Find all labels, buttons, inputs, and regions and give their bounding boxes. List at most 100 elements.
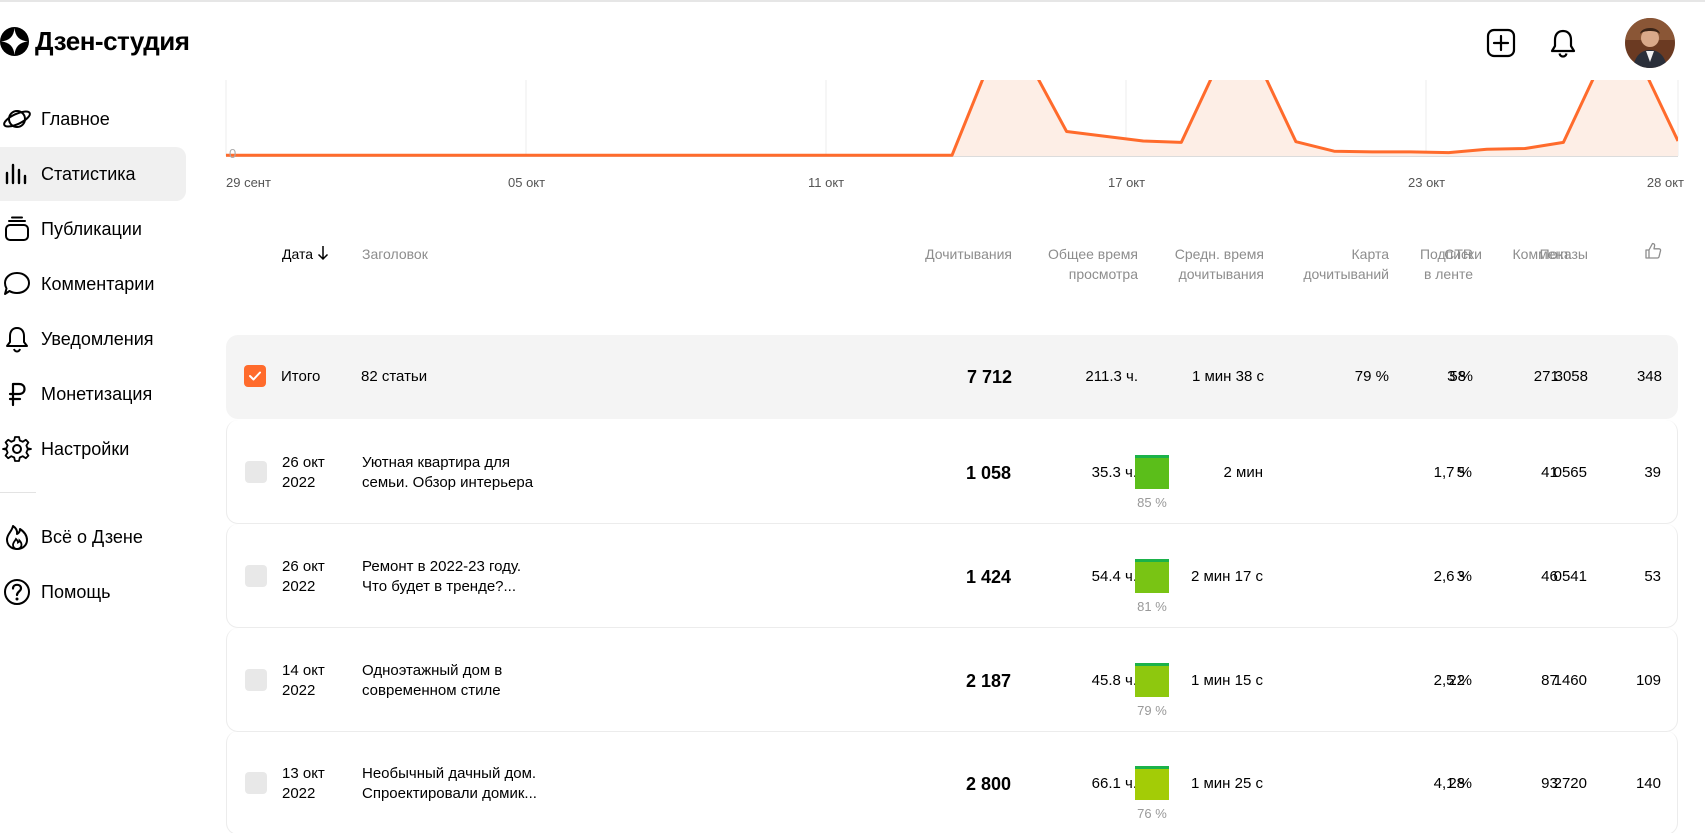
row-date: 13 окт 2022 [282, 765, 325, 802]
total-readmap: 79 % [1354, 368, 1389, 385]
top-border [0, 0, 1705, 2]
column-comments-header[interactable]: Коммент. [1512, 246, 1572, 262]
app-name: Дзен-студия [35, 25, 190, 56]
bell-icon [2, 324, 32, 354]
column-likes-header[interactable] [1644, 242, 1662, 265]
table-row[interactable]: 26 окт 2022 Ремонт в 2022-23 году. Что буде… [226, 524, 1678, 628]
column-subs-header[interactable]: Подписки [1419, 246, 1482, 262]
sidebar-item-comments[interactable]: Комментарии [0, 257, 186, 311]
total-title: 82 статьи [361, 368, 428, 385]
row-views: 41 565 [1541, 464, 1587, 481]
row-total-time: 54.4 ч. [1091, 568, 1137, 585]
readmap-fill [1135, 455, 1169, 489]
table-row[interactable]: 26 окт 2022 Уютная квартира для семьи. Обзо… [226, 420, 1678, 524]
row-ctr: 4,1 % [1433, 775, 1472, 792]
row-title-link[interactable]: Уютная квартира для семьи. Обзор интерьер… [362, 454, 534, 491]
row-subs: 5 [1456, 464, 1465, 481]
row-ctr: 2,5 % [1433, 672, 1472, 689]
sidebar-item-about-zen[interactable]: Всё о Дзене [0, 510, 186, 564]
sidebar-item-label: Всё о Дзене [41, 526, 143, 547]
total-avg-time: 1 мин 38 с [1191, 368, 1264, 385]
table-row[interactable]: 14 окт 2022 Одноэтажный дом в современном с… [226, 628, 1678, 732]
row-checkbox[interactable] [245, 565, 267, 587]
sidebar-item-label: Публикации [41, 218, 142, 239]
row-readmap[interactable]: 85 % [1135, 455, 1169, 510]
column-reads-header[interactable]: Дочитывания [925, 246, 1012, 262]
sidebar-divider [0, 492, 36, 493]
total-time: 211.3 ч. [1085, 368, 1138, 385]
flame-icon [2, 522, 32, 552]
column-readmap-header[interactable]: Карта дочитываний [1303, 246, 1389, 282]
bar-chart-icon [2, 159, 32, 189]
row-readmap[interactable]: 81 % [1135, 559, 1169, 614]
total-views: 271 058 [1533, 368, 1588, 385]
thumbs-up-icon [1645, 242, 1662, 259]
x-tick-label: 05 окт [508, 175, 546, 190]
sidebar-item-settings[interactable]: Настройки [0, 422, 186, 476]
x-tick-label: 23 окт [1408, 175, 1446, 190]
column-ctr-header[interactable]: CTR в ленте [1423, 246, 1473, 282]
readmap-percent: 76 % [1137, 806, 1167, 821]
readmap-percent: 81 % [1137, 599, 1167, 614]
help-icon [2, 577, 32, 607]
row-checkbox[interactable] [245, 461, 267, 483]
table-row[interactable]: 13 окт 2022 Необычный дачный дом. Спроектир… [226, 731, 1678, 833]
select-all-checkbox[interactable] [244, 365, 266, 387]
zen-logo-icon [0, 26, 29, 56]
column-avg-time-header[interactable]: Средн. время дочитывания [1174, 246, 1264, 282]
sidebar-item-monetization[interactable]: Монетизация [0, 367, 186, 421]
chart-series-line[interactable] [226, 61, 1678, 157]
row-date: 14 окт 2022 [282, 662, 325, 699]
readmap-fill [1135, 766, 1169, 800]
column-total-time-header[interactable]: Общее время просмотра [1048, 246, 1138, 282]
x-tick-label: 11 окт [808, 175, 845, 190]
sidebar: Главное Статистика Публикации Комментари… [0, 92, 186, 620]
row-readmap[interactable]: 79 % [1135, 663, 1169, 718]
sidebar-item-label: Помощь [41, 581, 111, 602]
row-comments: 0 [1553, 568, 1562, 585]
column-title-header[interactable]: Заголовок [362, 246, 428, 262]
row-subs: 28 [1448, 775, 1465, 792]
row-subs: 22 [1448, 672, 1465, 689]
row-avg-time: 2 мин [1223, 464, 1264, 481]
row-likes: 109 [1635, 672, 1661, 689]
row-likes: 53 [1644, 568, 1661, 585]
sidebar-item-publications[interactable]: Публикации [0, 202, 186, 256]
sidebar-item-help[interactable]: Помощь [0, 565, 186, 619]
row-title-link[interactable]: Одноэтажный дом в современном стиле [362, 662, 503, 699]
readmap-fill [1135, 663, 1169, 697]
row-views: 46 541 [1541, 568, 1587, 585]
sidebar-item-label: Монетизация [41, 383, 153, 404]
row-checkbox[interactable] [245, 669, 267, 691]
sidebar-item-label: Комментарии [41, 273, 155, 294]
chart-area-fill [226, 80, 1678, 156]
column-date-header[interactable]: Дата [282, 244, 329, 264]
row-title-link[interactable]: Ремонт в 2022-23 году. Что будет в тренде… [362, 558, 522, 595]
row-avg-time: 2 мин 17 с [1190, 568, 1263, 585]
row-ctr: 1,7 % [1433, 464, 1472, 481]
create-button[interactable] [1485, 27, 1517, 59]
row-checkbox[interactable] [245, 772, 267, 794]
row-title-link[interactable]: Необычный дачный дом. Спроектировали доми… [362, 765, 537, 802]
checkmark-icon [249, 371, 261, 381]
sidebar-item-main[interactable]: Главное [0, 92, 186, 146]
stack-icon [2, 214, 32, 244]
notifications-button[interactable] [1547, 27, 1579, 59]
column-views-header[interactable]: Показы [1539, 246, 1588, 262]
row-avg-time: 1 мин 25 с [1190, 775, 1263, 792]
row-reads: 2 187 [965, 671, 1011, 691]
sidebar-item-notifications[interactable]: Уведомления [0, 312, 186, 366]
sidebar-item-stats[interactable]: Статистика [0, 147, 186, 201]
readmap-percent: 79 % [1137, 703, 1167, 718]
sidebar-item-label: Настройки [41, 438, 130, 459]
avatar[interactable] [1625, 18, 1675, 68]
row-comments: 0 [1553, 464, 1562, 481]
ruble-icon [2, 379, 32, 409]
row-readmap[interactable]: 76 % [1135, 766, 1169, 821]
app-logo[interactable]: Дзен-студия [0, 24, 190, 58]
avatar-image [1625, 18, 1675, 68]
table-row-total[interactable]: Итого 82 статьи 7 712 211.3 ч. 1 мин 38 … [226, 335, 1678, 419]
total-ctr: 3 % [1447, 368, 1473, 385]
sidebar-item-label: Уведомления [41, 328, 154, 349]
row-comments: 1 [1553, 672, 1562, 689]
